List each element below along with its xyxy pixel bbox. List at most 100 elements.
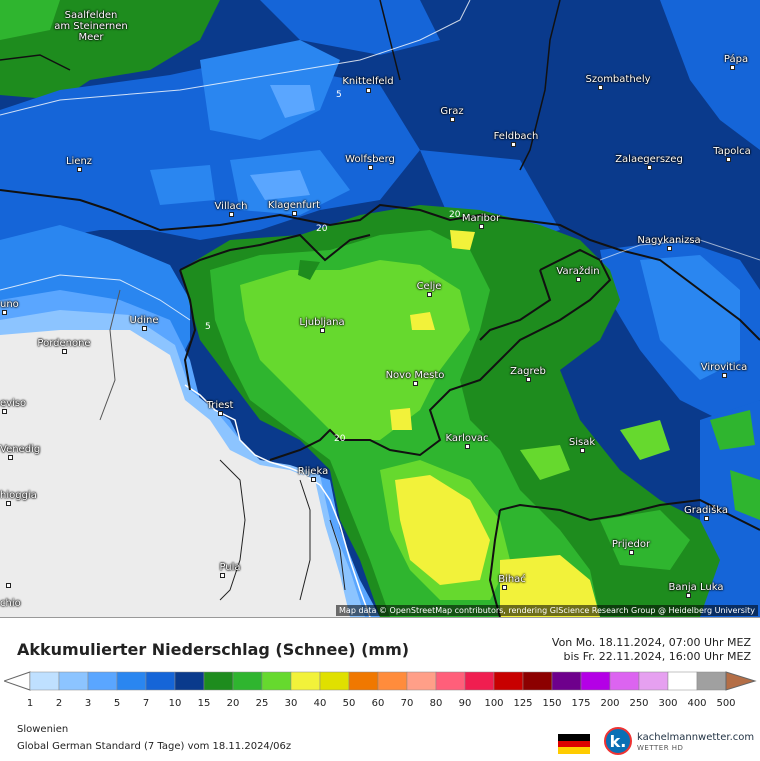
map-attribution: Map data © OpenStreetMap contributors, r… — [336, 605, 758, 616]
city-marker-icon — [427, 292, 432, 297]
scale-color-swatch — [522, 671, 553, 691]
city-label: Maribor — [461, 213, 501, 224]
city-marker-icon — [2, 409, 7, 414]
city-label: eviso — [0, 398, 27, 409]
city-label: hioggia — [0, 490, 37, 501]
city-marker-icon — [62, 349, 67, 354]
city-label: Virovitica — [700, 362, 748, 373]
city-label: Zagreb — [510, 366, 546, 377]
scale-color-swatch — [232, 671, 263, 691]
city-label: chio — [0, 598, 21, 609]
city-label: Rijeka — [297, 466, 329, 477]
brand-subtitle: WETTER HD — [637, 744, 684, 752]
scale-tick-label: 500 — [716, 698, 736, 709]
city-label: Pápa — [723, 54, 749, 65]
scale-tick-label: 70 — [400, 698, 414, 709]
city-marker-icon — [629, 550, 634, 555]
city-label: Bihać — [498, 574, 526, 585]
scale-tick-label: 200 — [600, 698, 620, 709]
scale-low-arrow — [4, 671, 31, 691]
scale-color-swatch — [696, 671, 727, 691]
scale-tick-label: 5 — [113, 698, 121, 709]
city-marker-icon — [576, 277, 581, 282]
city-label: Zalaegerszeg — [615, 154, 683, 165]
scale-color-swatch — [493, 671, 524, 691]
scale-color-swatch — [58, 671, 89, 691]
scale-tick-label: 10 — [168, 698, 182, 709]
german-flag-icon — [558, 734, 590, 754]
city-label: Tapolca — [713, 146, 751, 157]
scale-tick-label: 25 — [255, 698, 269, 709]
scale-tick-label: 15 — [197, 698, 211, 709]
brand-name[interactable]: kachelmannwetter.com — [637, 732, 755, 743]
contour-value-label: 20 — [449, 210, 461, 220]
scale-color-swatch — [290, 671, 321, 691]
scale-tick-label: 175 — [571, 698, 591, 709]
contour-value-label: 20 — [316, 224, 328, 234]
city-marker-icon — [6, 583, 11, 588]
map-canvas — [0, 0, 760, 617]
scale-color-swatch — [580, 671, 611, 691]
city-marker-icon — [292, 211, 297, 216]
city-label: Venedig — [0, 444, 41, 455]
scale-color-swatch — [348, 671, 379, 691]
scale-tick-label: 3 — [84, 698, 92, 709]
city-marker-icon — [580, 448, 585, 453]
city-marker-icon — [366, 88, 371, 93]
city-marker-icon — [686, 593, 691, 598]
city-marker-icon — [368, 165, 373, 170]
contour-value-label: 20 — [334, 434, 346, 444]
city-marker-icon — [726, 157, 731, 162]
contour-value-label: 5 — [336, 90, 342, 100]
city-label: Pordenone — [37, 338, 91, 349]
city-label: Udine — [129, 315, 159, 326]
city-marker-icon — [8, 455, 13, 460]
scale-tick-label: 60 — [371, 698, 385, 709]
period-to: bis Fr. 22.11.2024, 16:00 Uhr MEZ — [563, 650, 752, 663]
city-marker-icon — [526, 377, 531, 382]
city-marker-icon — [598, 85, 603, 90]
city-marker-icon — [667, 246, 672, 251]
scale-color-swatch — [667, 671, 698, 691]
city-marker-icon — [450, 117, 455, 122]
city-marker-icon — [220, 573, 225, 578]
scale-color-swatch — [406, 671, 437, 691]
scale-tick-label: 250 — [629, 698, 649, 709]
city-label: Karlovac — [445, 433, 489, 444]
kachelmann-logo-icon[interactable]: k. — [604, 727, 632, 755]
scale-color-swatch — [435, 671, 466, 691]
city-marker-icon — [730, 65, 735, 70]
city-label: Graz — [440, 106, 464, 117]
scale-color-swatch — [174, 671, 205, 691]
city-marker-icon — [647, 165, 652, 170]
scale-tick-label: 7 — [142, 698, 150, 709]
city-label: Banja Luka — [668, 582, 724, 593]
city-label: Wolfsberg — [345, 154, 395, 165]
scale-color-swatch — [638, 671, 669, 691]
city-marker-icon — [502, 585, 507, 590]
scale-tick-label: 80 — [429, 698, 443, 709]
city-label: Knittelfeld — [342, 76, 394, 87]
city-marker-icon — [722, 373, 727, 378]
city-label: Varaždin — [556, 266, 600, 277]
city-marker-icon — [704, 516, 709, 521]
period-from: Von Mo. 18.11.2024, 07:00 Uhr MEZ — [551, 636, 751, 649]
scale-color-swatch — [87, 671, 118, 691]
scale-tick-label: 100 — [484, 698, 504, 709]
scale-high-arrow — [725, 671, 757, 691]
city-marker-icon — [6, 501, 11, 506]
scale-color-swatch — [464, 671, 495, 691]
city-marker-icon — [2, 310, 7, 315]
city-label: Villach — [214, 201, 248, 212]
scale-tick-label: 50 — [342, 698, 356, 709]
city-label: Pula — [219, 562, 241, 573]
scale-color-swatch — [609, 671, 640, 691]
scale-color-swatch — [116, 671, 147, 691]
scale-color-swatch — [203, 671, 234, 691]
city-marker-icon — [142, 326, 147, 331]
color-scale-bar — [4, 671, 757, 691]
contour-value-label: 5 — [205, 322, 211, 332]
city-label: Ljubljana — [299, 317, 345, 328]
model-run: Global German Standard (7 Tage) vom 18.1… — [17, 741, 292, 752]
scale-color-swatch — [29, 671, 60, 691]
